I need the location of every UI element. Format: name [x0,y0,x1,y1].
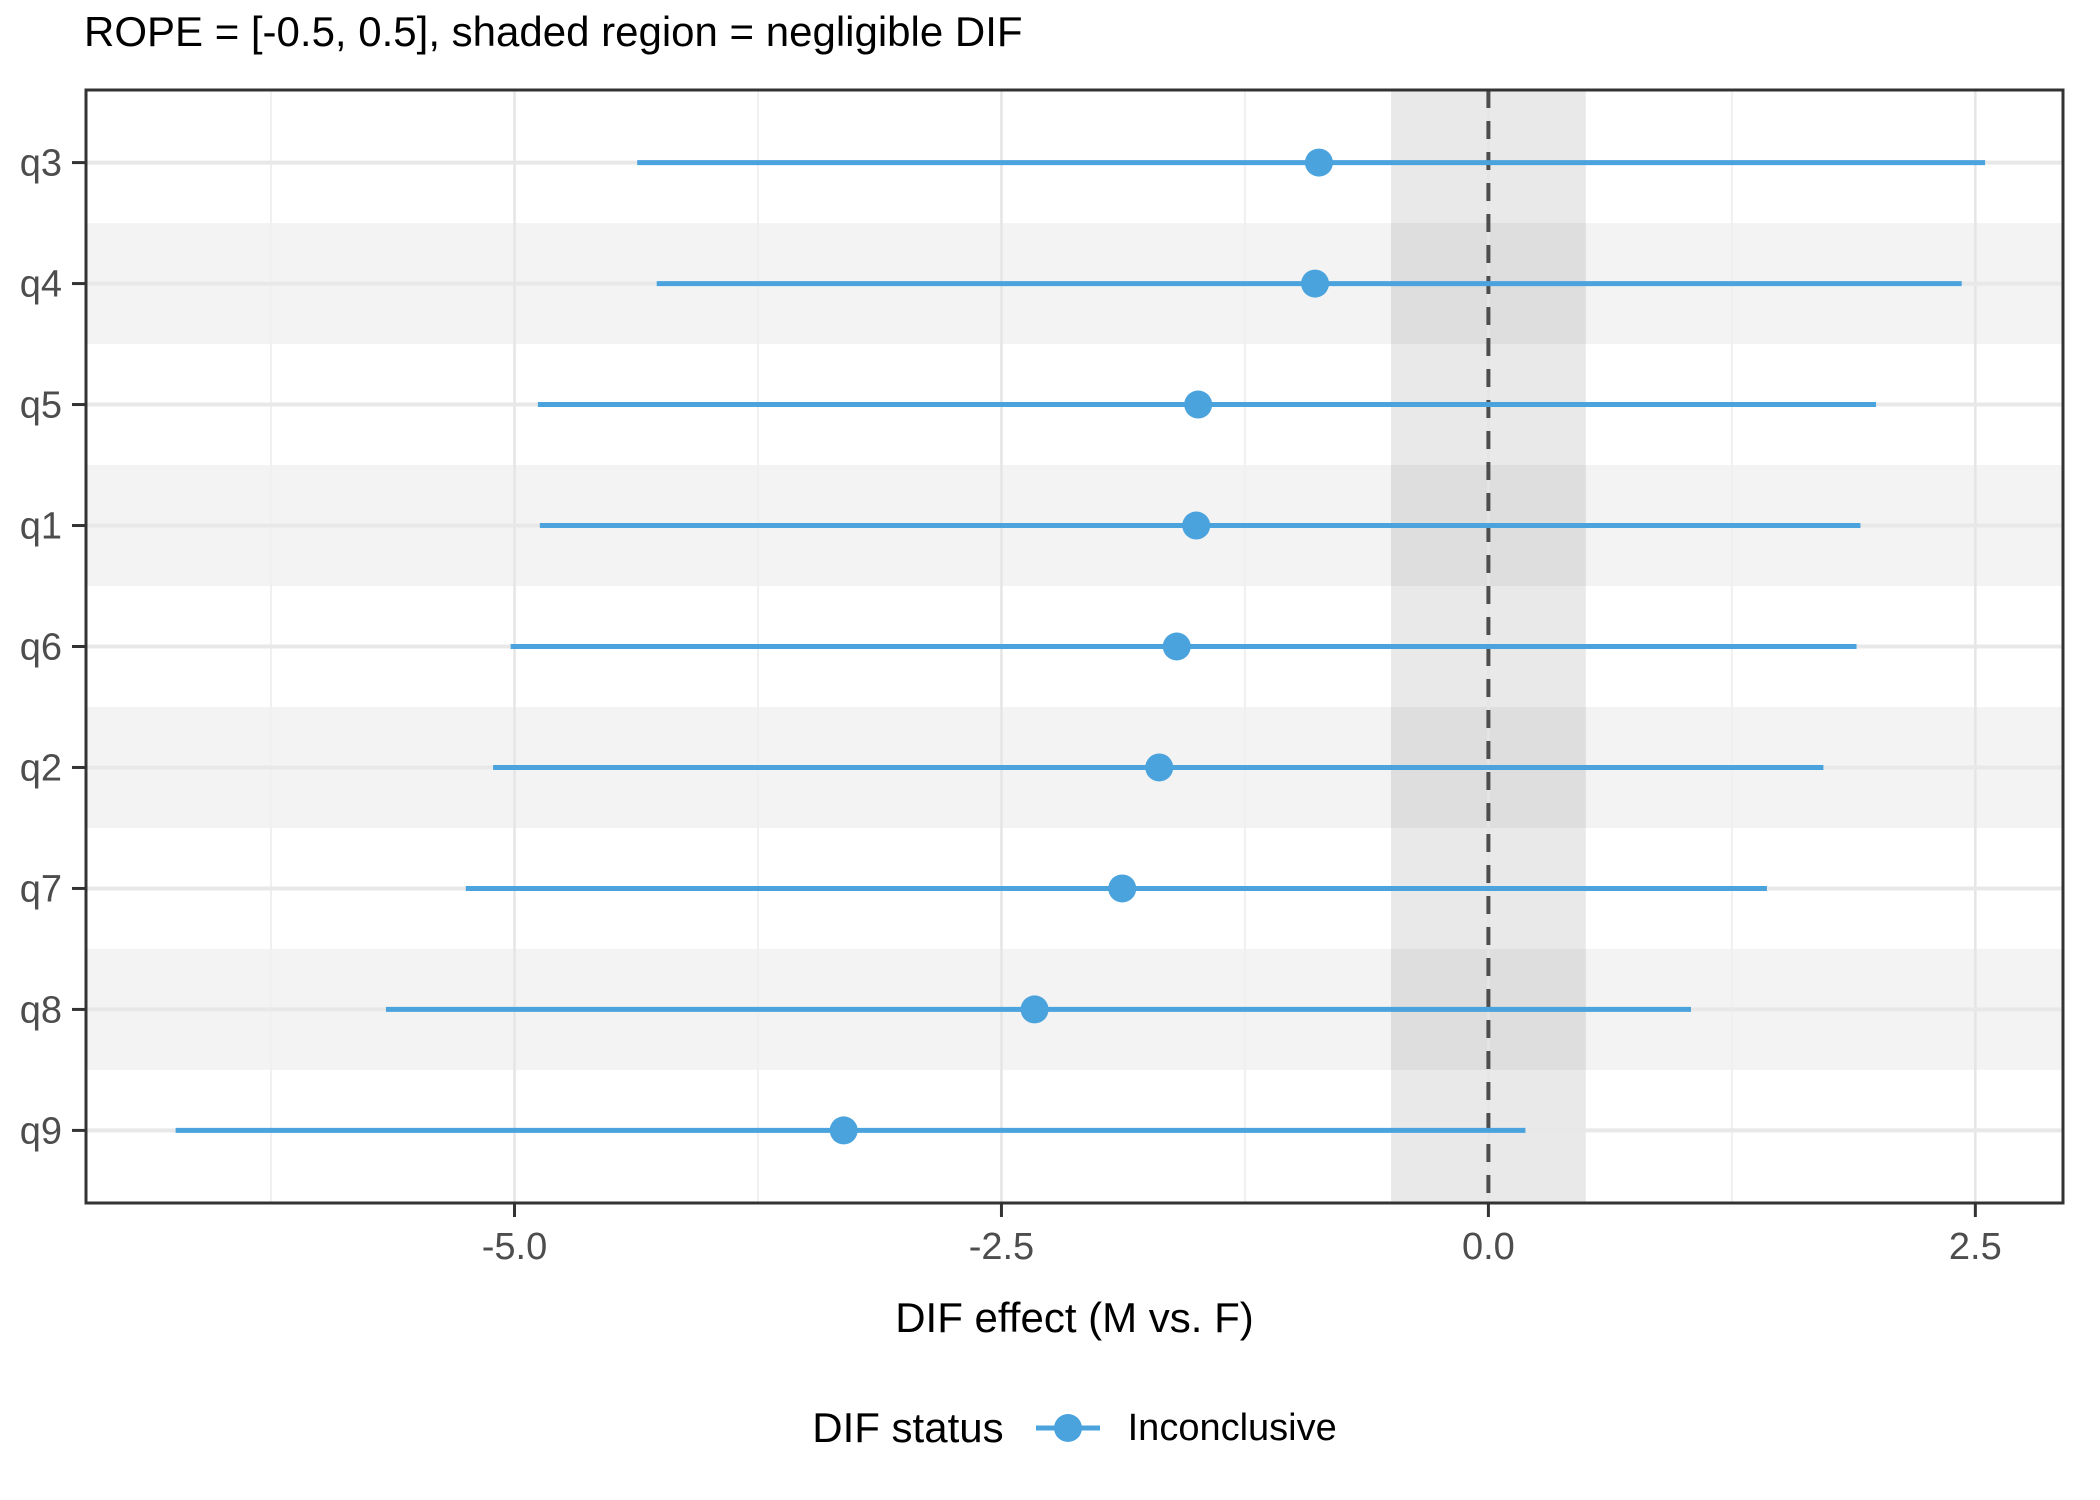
point-estimate-q5 [1184,390,1213,419]
x-axis-title: DIF effect (M vs. F) [895,1294,1254,1341]
legend-title: DIF status [812,1404,1004,1451]
x-tick-label: 2.5 [1949,1226,2002,1268]
point-estimate-q6 [1162,632,1191,661]
y-tick-label-q5: q5 [20,385,62,427]
y-tick-label-q6: q6 [20,627,62,669]
y-tick-label-q8: q8 [20,989,62,1031]
legend-key-point-with-line-icon [1035,1414,1100,1442]
x-tick-label: 0.0 [1462,1226,1515,1268]
point-estimate-q7 [1108,874,1137,903]
x-tick-label: -2.5 [969,1226,1034,1268]
point-estimate-q3 [1304,148,1333,177]
y-tick-label-q2: q2 [20,747,62,789]
point-estimate-q1 [1182,511,1211,540]
legend: DIF status Inconclusive [86,1396,2063,1460]
y-tick-label-q3: q3 [20,143,62,185]
y-tick-label-q1: q1 [20,506,62,548]
y-tick-label-q9: q9 [20,1110,62,1152]
y-tick-label-q7: q7 [20,868,62,910]
point-estimate-q9 [829,1116,858,1145]
y-tick-label-q4: q4 [20,264,62,306]
legend-key-dot [1053,1414,1082,1442]
point-estimate-q4 [1301,269,1330,298]
x-tick-label: -5.0 [482,1226,547,1268]
plot-title: ROPE = [-0.5, 0.5], shaded region = negl… [84,8,1023,55]
point-estimate-q8 [1020,995,1049,1024]
legend-item-label-inconclusive: Inconclusive [1127,1406,1337,1449]
point-estimate-q2 [1145,753,1174,782]
